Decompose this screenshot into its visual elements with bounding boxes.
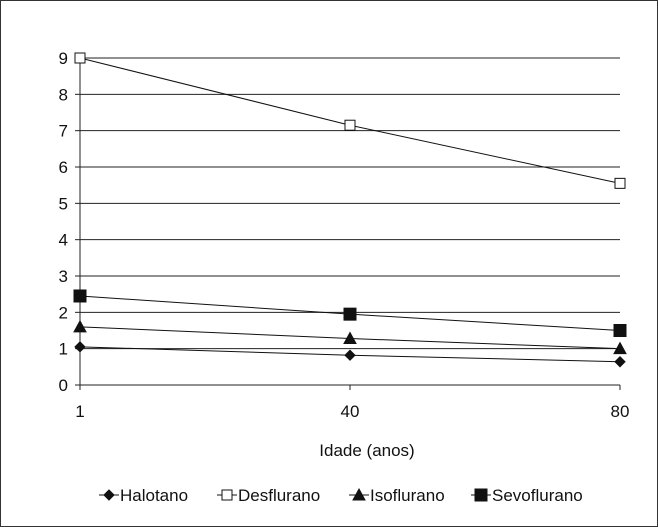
data-point <box>613 324 627 337</box>
y-tick-label: 7 <box>59 122 68 141</box>
data-point <box>614 356 626 368</box>
x-axis-title: Idade (anos) <box>319 441 414 460</box>
legend-marker <box>221 489 233 501</box>
legend: Halotano Desflurano Isoflurano Sevoflurano <box>99 486 583 505</box>
legend-item-sevoflurano: Sevoflurano <box>471 486 583 505</box>
legend-marker <box>474 488 488 502</box>
series-isoflurano <box>73 319 627 355</box>
data-point <box>614 177 626 189</box>
series-sevoflurano <box>73 289 627 337</box>
data-point <box>344 349 356 361</box>
legend-label: Halotano <box>120 486 188 505</box>
gridlines <box>80 57 620 350</box>
y-tick-label: 3 <box>59 267 68 286</box>
y-tick-label: 2 <box>59 303 68 322</box>
legend-marker <box>103 489 115 501</box>
legend-marker <box>352 487 366 501</box>
data-point <box>74 52 86 64</box>
data-point <box>613 341 627 355</box>
legend-item-halotano: Halotano <box>99 486 188 505</box>
x-tick-label: 1 <box>75 402 84 421</box>
x-tick-labels: 1 40 80 <box>75 402 629 421</box>
y-tick-label: 6 <box>59 158 68 177</box>
data-point <box>73 289 87 303</box>
y-tick-label: 9 <box>59 49 68 68</box>
y-tick-label: 0 <box>59 376 68 395</box>
data-point <box>344 119 356 131</box>
series-halotano <box>74 341 626 368</box>
y-tick-labels: 0 1 2 3 4 5 6 7 8 9 <box>59 49 68 395</box>
series-layer <box>73 52 627 368</box>
y-tick-label: 8 <box>59 85 68 104</box>
x-tick-label: 80 <box>611 402 630 421</box>
legend-label: Sevoflurano <box>492 486 583 505</box>
data-point <box>343 307 357 321</box>
legend-label: Desflurano <box>238 486 320 505</box>
data-point <box>343 331 357 344</box>
legend-item-desflurano: Desflurano <box>217 486 320 505</box>
y-tick-label: 4 <box>59 231 68 250</box>
legend-item-isoflurano: Isoflurano <box>349 486 445 505</box>
legend-label: Isoflurano <box>370 486 445 505</box>
series-desflurano <box>74 52 626 189</box>
data-point <box>74 341 86 353</box>
data-point <box>73 319 87 333</box>
y-tick-label: 1 <box>59 340 68 359</box>
y-tick-label: 5 <box>59 194 68 213</box>
x-tick-label: 40 <box>341 402 360 421</box>
